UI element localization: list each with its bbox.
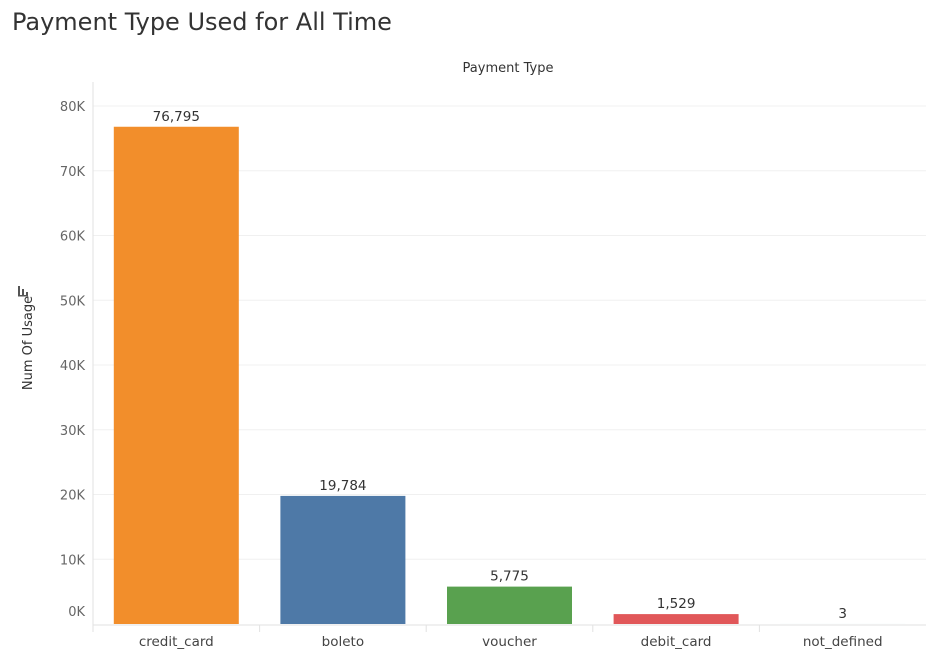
y-tick-label: 70K [60,165,86,180]
y-tick-label: 80K [60,100,86,115]
y-axis-title: Num Of Usage [21,296,36,390]
y-tick-label: 60K [60,230,86,245]
data-label-boleto: 19,784 [319,478,366,494]
x-tick-label-voucher: voucher [482,634,537,650]
y-tick-label: 10K [60,553,86,568]
data-labels: 76,795 19,784 5,775 1,529 3 [153,109,847,622]
sort-descending-icon[interactable] [18,286,28,297]
data-label-debit_card: 1,529 [657,596,696,612]
y-tick-label: 0K [68,605,85,620]
bar-credit_card[interactable] [113,126,239,624]
bars [113,126,906,624]
data-label-not_defined: 3 [838,606,847,622]
bar-voucher[interactable] [447,586,572,624]
data-label-voucher: 5,775 [490,569,529,585]
x-tick-label-not_defined: not_defined [803,634,883,650]
x-tick-label-debit_card: debit_card [641,634,712,650]
y-tick-label: 20K [60,489,86,504]
y-tick-label: 50K [60,294,86,309]
x-tick-label-boleto: boleto [322,634,364,650]
data-label-credit_card: 76,795 [153,109,200,125]
chart-title: Payment Type Used for All Time [12,8,392,36]
bar-boleto[interactable] [280,495,406,624]
y-axis-ticks: 0K 10K 20K 30K 40K 50K 60K 70K 80K [60,100,86,620]
column-header: Payment Type [463,61,554,76]
y-tick-label: 30K [60,424,86,439]
y-tick-label: 40K [60,359,86,374]
bar-debit_card[interactable] [613,614,739,624]
x-axis-ticks: credit_card boleto voucher debit_card not_de… [139,625,883,650]
x-tick-label-credit_card: credit_card [139,634,214,650]
